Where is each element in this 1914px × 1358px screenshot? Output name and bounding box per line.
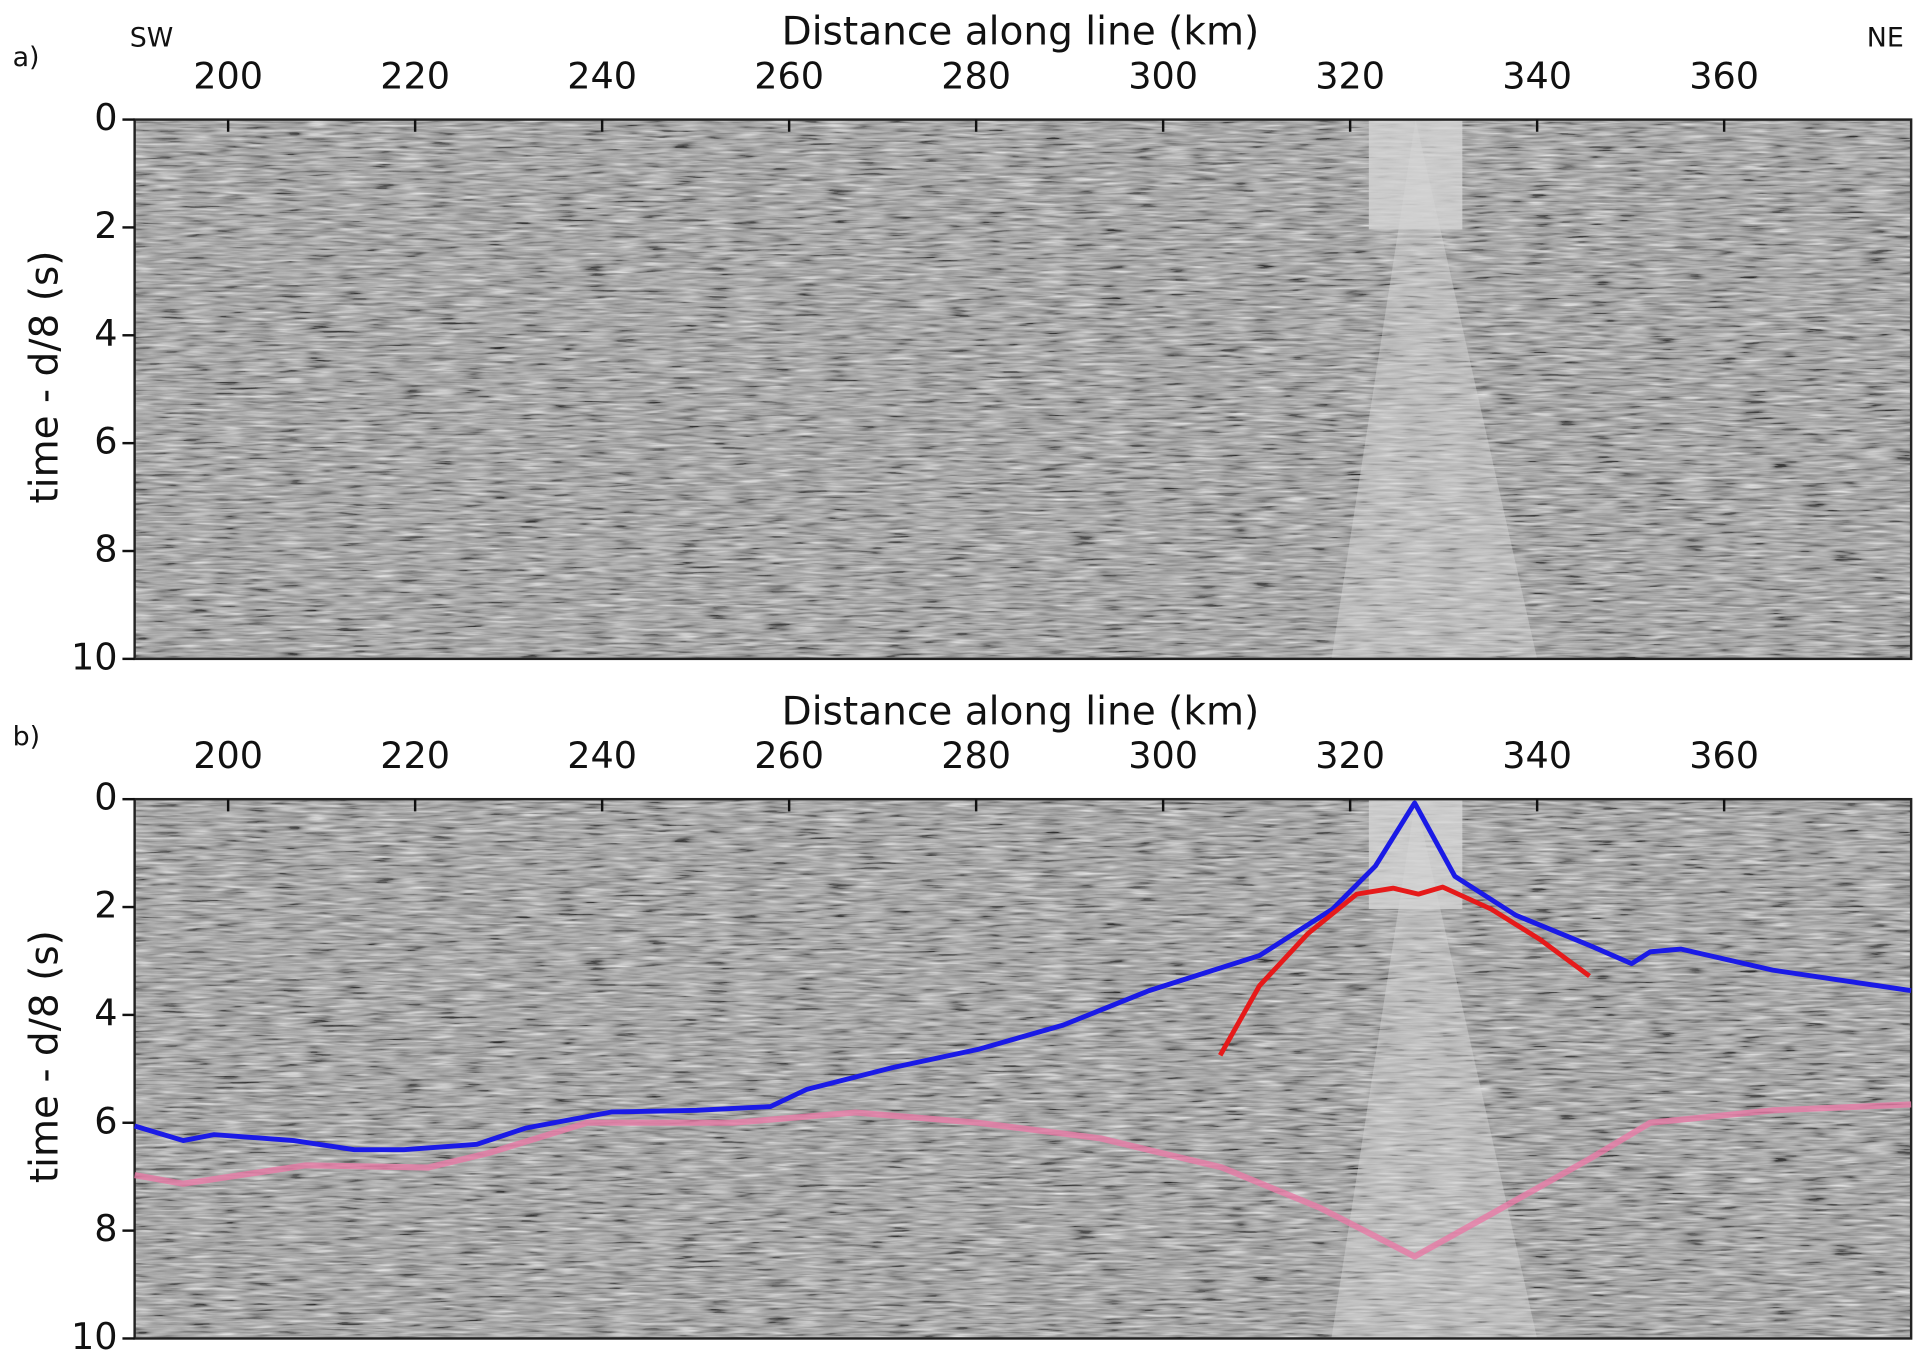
y-tick-label: 2 (94, 204, 117, 247)
y-tick-label: 6 (94, 420, 117, 463)
seismic-section (133, 118, 1913, 661)
direction-label: SW (130, 23, 174, 54)
line (1218, 884, 1591, 1057)
x-tick-label: 200 (193, 734, 263, 777)
y-axis-label: time - d/8 (s) (22, 930, 67, 1183)
x-tick-label: 240 (567, 55, 637, 98)
y-tick-label: 4 (94, 312, 117, 355)
panel-label: b) (13, 722, 40, 753)
section-fan (1331, 119, 1538, 659)
x-tick-label: 240 (567, 734, 637, 777)
y-tick-label: 0 (94, 96, 117, 139)
x-tick-label: 300 (1128, 734, 1198, 777)
x-tick-label: 220 (380, 55, 450, 98)
x-tick-label: 200 (193, 55, 263, 98)
y-tick-label: 10 (71, 635, 118, 678)
x-tick-label: 300 (1128, 55, 1198, 98)
x-tick-label: 280 (941, 55, 1011, 98)
x-tick-label: 220 (380, 734, 450, 777)
line (133, 800, 1912, 1153)
direction-label: NE (1867, 23, 1904, 54)
line (134, 1101, 1912, 1260)
section-noise (134, 119, 1912, 659)
x-tick-label: 360 (1689, 55, 1759, 98)
x-axis-label: Distance along line (km) (782, 689, 1260, 734)
x-tick-label: 320 (1315, 734, 1385, 777)
y-tick-label: 4 (94, 991, 117, 1034)
y-axis-label: time - d/8 (s) (22, 250, 67, 503)
x-tick-label: 260 (754, 55, 824, 98)
x-axis-label: Distance along line (km) (782, 10, 1260, 55)
section-noise (134, 799, 1912, 1339)
x-tick-label: 280 (941, 734, 1011, 777)
section-border (133, 118, 1913, 661)
y-tick-label: 8 (94, 528, 117, 571)
y-tick-label: 8 (94, 1207, 117, 1250)
y-tick-label: 10 (71, 1315, 118, 1358)
x-tick-label: 320 (1315, 55, 1385, 98)
x-tick-label: 340 (1502, 734, 1572, 777)
section-gap (1368, 119, 1463, 230)
panel-label: a) (13, 42, 40, 73)
x-tick-label: 340 (1502, 55, 1572, 98)
section-fan (1331, 799, 1538, 1339)
section-border (133, 797, 1913, 1340)
y-tick-label: 0 (94, 776, 117, 819)
seismic-section (133, 797, 1913, 1340)
y-tick-label: 6 (94, 1099, 117, 1142)
y-tick-label: 2 (94, 884, 117, 927)
x-tick-label: 360 (1689, 734, 1759, 777)
x-tick-label: 260 (754, 734, 824, 777)
